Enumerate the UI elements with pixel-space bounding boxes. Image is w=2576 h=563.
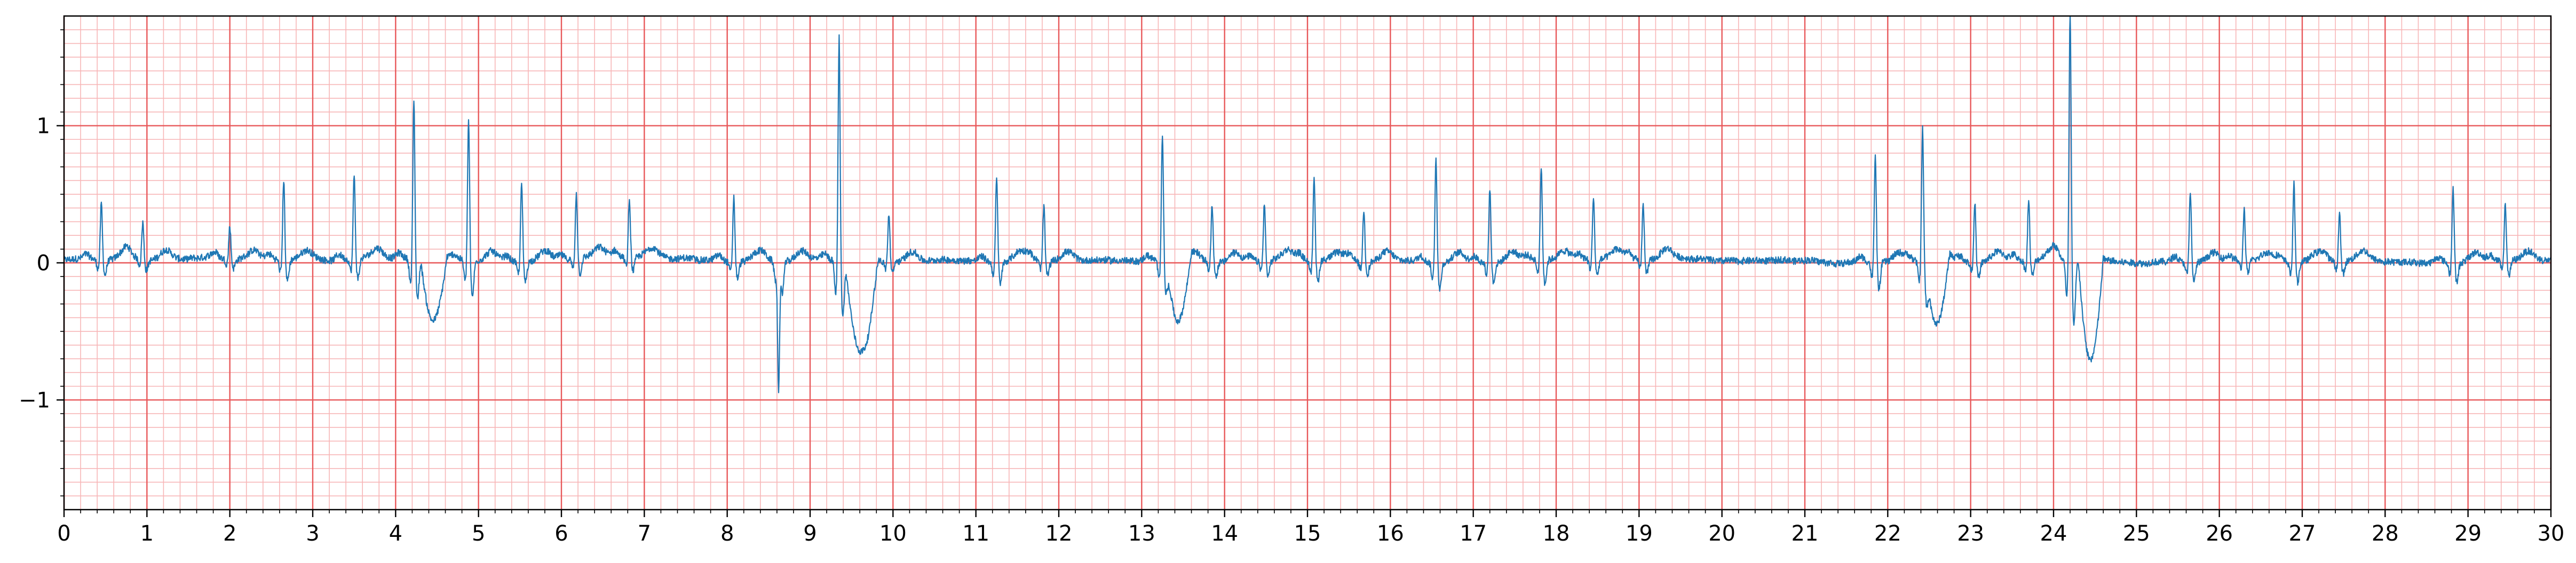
x-tick-label: 13 <box>1128 521 1155 546</box>
x-tick-label: 27 <box>2289 521 2316 546</box>
y-tick-label: 1 <box>37 114 50 139</box>
x-tick-label: 25 <box>2123 521 2150 546</box>
x-tick-label: 30 <box>2538 521 2565 546</box>
x-tick-label: 18 <box>1543 521 1570 546</box>
x-tick-label: 12 <box>1045 521 1073 546</box>
x-tick-label: 26 <box>2206 521 2233 546</box>
x-tick-label: 21 <box>1792 521 1819 546</box>
x-tick-label: 2 <box>223 521 236 546</box>
x-tick-label: 0 <box>57 521 70 546</box>
x-tick-label: 23 <box>1957 521 1984 546</box>
x-tick-label: 7 <box>638 521 651 546</box>
x-tick-label: 24 <box>2040 521 2067 546</box>
x-tick-label: 10 <box>879 521 907 546</box>
y-tick-labels: 1 0 −1 <box>19 114 50 413</box>
ecg-trace <box>63 15 2552 393</box>
x-tick-label: 28 <box>2372 521 2399 546</box>
x-tick-label: 16 <box>1377 521 1404 546</box>
x-tick-labels: 0 1 2 3 4 5 6 7 8 9 10 11 12 13 14 15 16 17 18 19 20 21 22 23 24… <box>57 521 2564 546</box>
x-tick-label: 15 <box>1294 521 1321 546</box>
x-tick-label: 1 <box>140 521 154 546</box>
x-tick-label: 14 <box>1211 521 1238 546</box>
axis-ticks <box>57 29 2552 517</box>
x-tick-label: 19 <box>1626 521 1653 546</box>
x-tick-label: 8 <box>720 521 734 546</box>
x-tick-label: 20 <box>1708 521 1735 546</box>
y-tick-label: 0 <box>37 251 50 276</box>
x-tick-label: 17 <box>1460 521 1487 546</box>
x-tick-label: 22 <box>1874 521 1901 546</box>
x-tick-label: 3 <box>306 521 319 546</box>
x-tick-label: 4 <box>389 521 402 546</box>
x-tick-label: 9 <box>803 521 817 546</box>
x-tick-label: 5 <box>472 521 485 546</box>
x-tick-label: 6 <box>554 521 568 546</box>
y-tick-label: −1 <box>19 388 50 413</box>
x-tick-label: 29 <box>2454 521 2482 546</box>
x-tick-label: 11 <box>962 521 989 546</box>
